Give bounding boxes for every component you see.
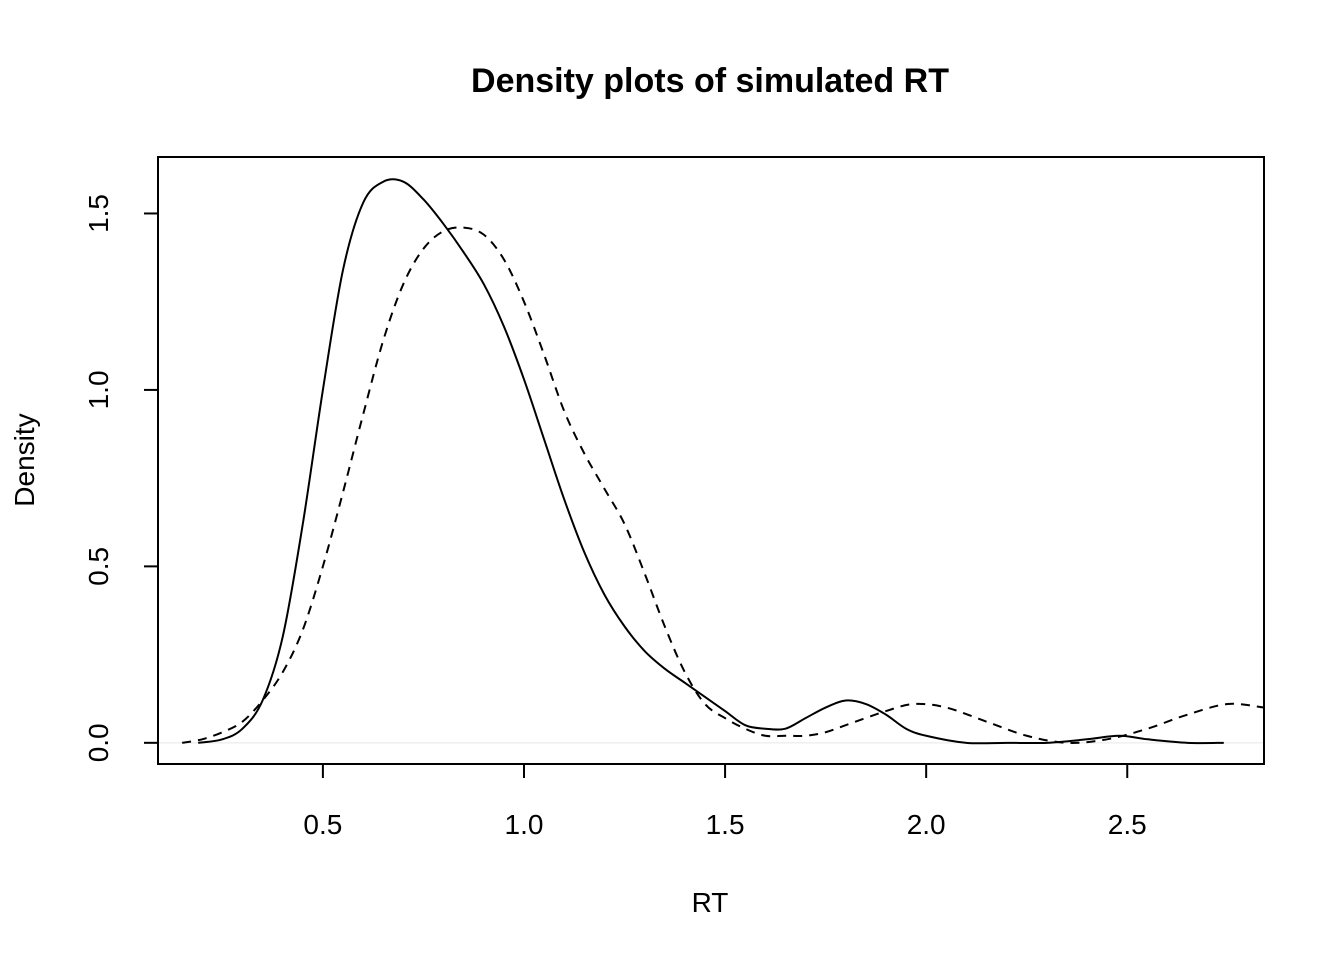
plot-area bbox=[158, 178, 1264, 745]
x-axis-label: RT bbox=[692, 887, 729, 918]
x-tick-label: 2.0 bbox=[907, 809, 946, 840]
y-tick-label: 1.5 bbox=[83, 194, 114, 233]
y-axis-label: Density bbox=[9, 413, 40, 506]
x-tick-label: 1.5 bbox=[706, 809, 745, 840]
x-tick-label: 0.5 bbox=[303, 809, 342, 840]
y-tick-label: 1.0 bbox=[83, 370, 114, 409]
density-line-dashed bbox=[181, 226, 1264, 744]
y-tick-label: 0.0 bbox=[83, 723, 114, 762]
x-tick-label: 2.5 bbox=[1108, 809, 1147, 840]
y-tick-label: 0.5 bbox=[83, 547, 114, 586]
chart-title: Density plots of simulated RT bbox=[471, 62, 949, 100]
axes: 0.5 1.0 1.5 2.0 2.5 0.0 0.5 1.0 1.5 bbox=[83, 156, 1265, 840]
plot-frame bbox=[157, 156, 1265, 765]
density-line-solid bbox=[198, 178, 1224, 745]
x-tick-label: 1.0 bbox=[505, 809, 544, 840]
